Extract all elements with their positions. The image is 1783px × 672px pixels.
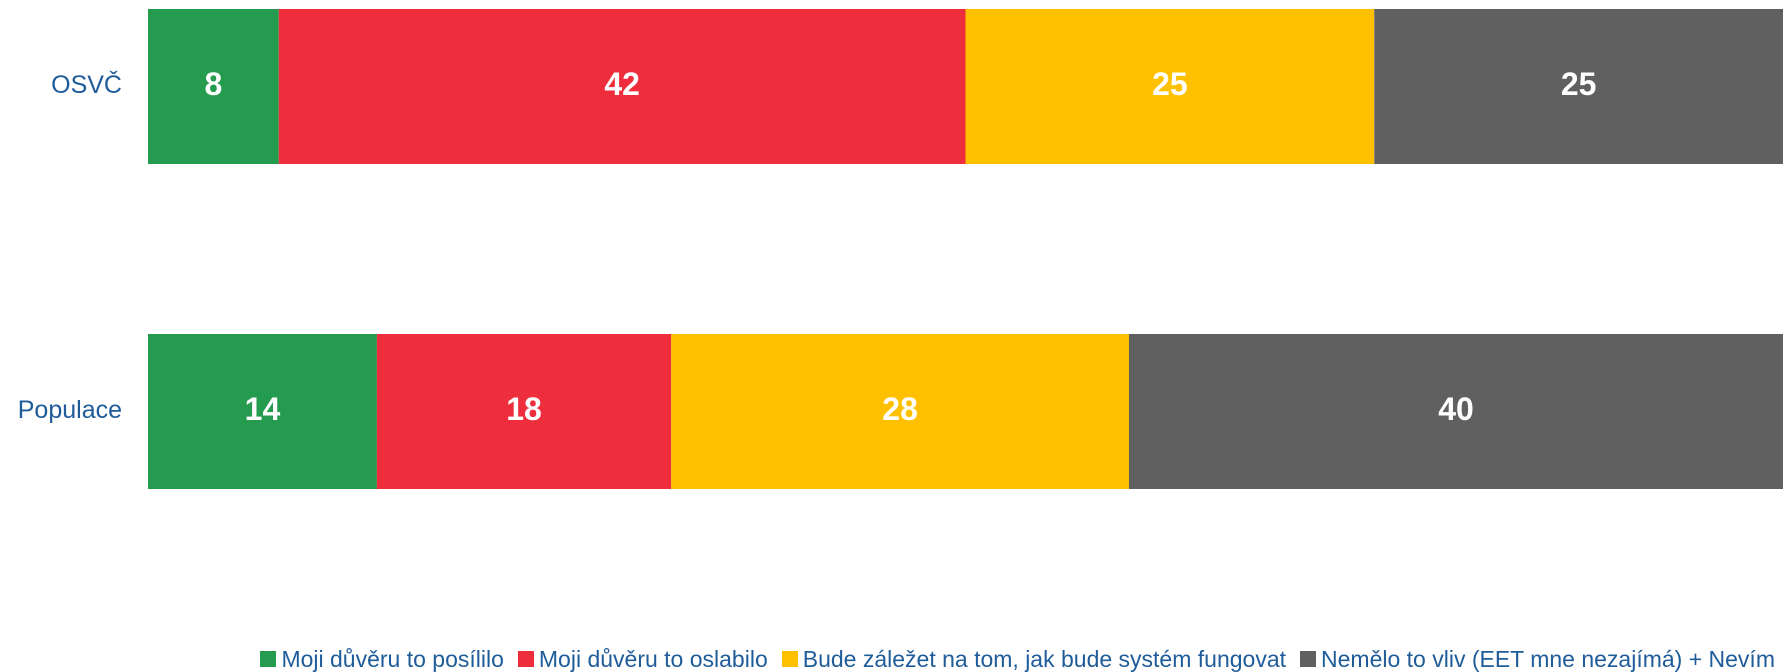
legend-label: Moji důvěru to oslabilo [538,645,768,672]
bar-segment [1129,334,1783,489]
category-label: OSVČ [51,70,122,99]
bar-segment [1374,9,1783,164]
data-label: 25 [1152,66,1188,102]
legend-swatch [1300,651,1317,667]
data-label: 40 [1438,391,1474,427]
legend-item: Moji důvěru to posílilo [260,645,504,672]
legend-item: Nemělo to vliv (EET mne nezajímá) + Neví… [1300,646,1775,672]
legend-item: Bude záležet na tom, jak bude systém fun… [781,645,1287,672]
data-label: 18 [506,391,542,427]
data-label: 42 [604,66,640,102]
bar-segment [148,9,279,164]
legend-item: Moji důvěru to oslabilo [517,645,768,672]
bar-segment [278,9,966,164]
legend-swatch [517,651,534,667]
legend-label: Bude záležet na tom, jak bude systém fun… [802,645,1287,672]
legend-swatch [781,651,798,667]
legend-swatch [260,651,277,667]
bar-segment [376,334,672,489]
data-label: 8 [205,66,223,102]
data-label: 28 [882,391,918,427]
bar-segment [965,9,1375,164]
legend: Moji důvěru to posílilo Moji důvěru to os… [0,644,1775,672]
legend-label: Nemělo to vliv (EET mne nezajímá) + Neví… [1321,645,1775,672]
chart: OSVČ 8 42 25 25 Populace 14 18 28 40 [18,9,1783,489]
bar-segment [671,334,1129,489]
legend-label: Moji důvěru to posílilo [281,645,504,672]
data-label: 14 [245,391,281,427]
data-label: 25 [1561,66,1597,102]
bar-segment [148,334,377,489]
category-label: Populace [18,396,122,424]
